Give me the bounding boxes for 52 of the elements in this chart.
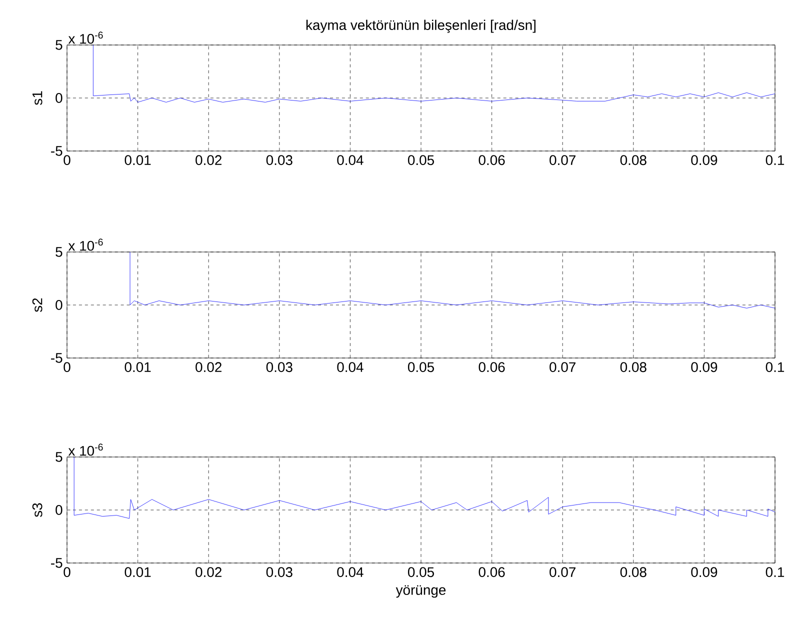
x-tick-label: 0.05 bbox=[408, 155, 434, 166]
y-tick-label: -5 bbox=[51, 146, 62, 156]
x-tick-label: 0.01 bbox=[124, 567, 151, 578]
x-tick-label: 0.09 bbox=[691, 155, 718, 166]
x-tick-label: 0.04 bbox=[337, 155, 364, 166]
x-tick-label: 0.02 bbox=[196, 567, 222, 578]
x-tick-label: 0.06 bbox=[478, 362, 505, 372]
x-tick-label: 0.03 bbox=[266, 155, 292, 166]
x-tick-label: 0.02 bbox=[196, 155, 222, 166]
x-tick-label: 0 bbox=[64, 362, 70, 372]
x-tick-label: 0.02 bbox=[196, 362, 222, 372]
text: x 10$^{-6}$ bbox=[68, 444, 103, 456]
x-axis-title: yörünge bbox=[396, 585, 446, 598]
x-tick-label: 0.08 bbox=[620, 567, 646, 578]
y-tick-label: 5 bbox=[56, 452, 62, 462]
y-axis-title: s3 bbox=[32, 503, 42, 517]
y-tick-label: 0 bbox=[56, 505, 62, 515]
x-tick-label: 0.05 bbox=[408, 567, 434, 578]
x-tick-label: 0.09 bbox=[691, 567, 718, 578]
x-tick-label: 0.08 bbox=[620, 155, 646, 166]
y-tick-label: 5 bbox=[56, 247, 62, 257]
x-tick-label: 0.06 bbox=[478, 567, 505, 578]
line-series bbox=[130, 252, 776, 308]
x-tick-label: 0.03 bbox=[266, 362, 292, 372]
x-tick-label: 0.04 bbox=[337, 362, 364, 372]
x-tick-label: 0.09 bbox=[691, 362, 718, 372]
text: x 10$^{-6}$ bbox=[68, 238, 103, 251]
x-tick-label: 0.01 bbox=[124, 362, 151, 372]
text: x 10$^{-6}$ bbox=[68, 32, 103, 44]
x-tick-label: 0.06 bbox=[478, 155, 505, 166]
line-series bbox=[74, 456, 776, 519]
y-tick-label: 5 bbox=[56, 40, 62, 50]
x-tick-label: 0.01 bbox=[124, 155, 151, 166]
y-axis-title: s2 bbox=[32, 298, 42, 312]
x-tick-label: 0.05 bbox=[408, 362, 434, 372]
x-tick-label: 0.1 bbox=[766, 567, 784, 578]
chart-title: kayma vektörünün bileşenleri [rad/sn] bbox=[306, 20, 536, 33]
x-tick-label: 0.04 bbox=[337, 567, 364, 578]
x-tick-label: 0.1 bbox=[766, 362, 784, 372]
x-tick-label: 0 bbox=[64, 155, 70, 166]
y-tick-label: 0 bbox=[56, 300, 62, 310]
y-tick-label: -5 bbox=[51, 558, 62, 568]
y-tick-label: 0 bbox=[56, 93, 62, 103]
x-tick-label: 0.07 bbox=[550, 567, 576, 578]
x-tick-label: 0.07 bbox=[550, 155, 576, 166]
x-tick-label: 0 bbox=[64, 567, 70, 578]
x-tick-label: 0.1 bbox=[766, 155, 784, 166]
x-tick-label: 0.03 bbox=[266, 567, 292, 578]
y-tick-label: -5 bbox=[51, 353, 62, 363]
y-axis-title: s1 bbox=[32, 91, 42, 105]
x-tick-label: 0.07 bbox=[550, 362, 576, 372]
x-tick-label: 0.08 bbox=[620, 362, 646, 372]
